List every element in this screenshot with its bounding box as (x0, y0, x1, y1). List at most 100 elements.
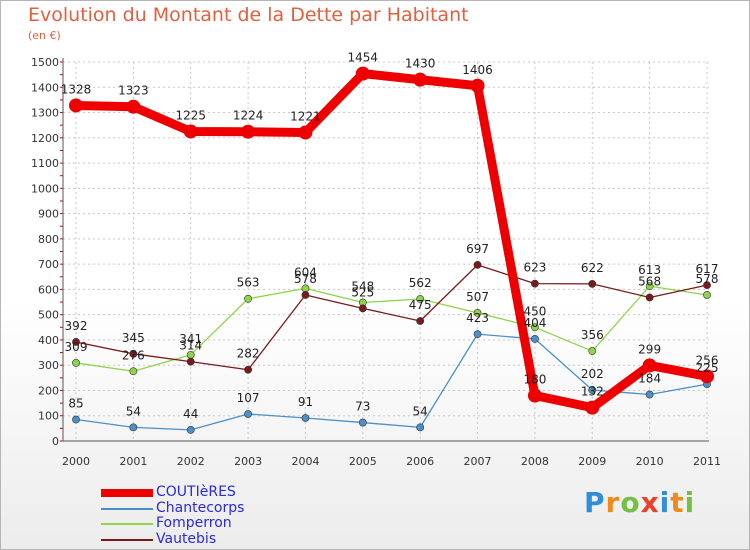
data-point (298, 125, 313, 140)
data-point (588, 386, 597, 394)
data-label: 314 (179, 339, 202, 353)
data-point (645, 282, 654, 291)
x-tick-label: 2004 (291, 455, 319, 468)
data-point (241, 124, 256, 139)
y-tick-label: 600 (38, 283, 59, 296)
legend-label: Vautebis (156, 530, 217, 547)
legend-swatch (101, 523, 153, 525)
legend-label: Chantecorps (156, 499, 245, 516)
data-label: 54 (126, 404, 141, 418)
data-point (470, 78, 485, 93)
data-point (585, 400, 600, 415)
data-point (72, 359, 80, 367)
data-label: 356 (581, 328, 604, 342)
y-tick-label: 1500 (31, 56, 59, 69)
logo-letter: o (620, 486, 641, 519)
data-point (416, 295, 425, 303)
y-tick-label: 1000 (31, 182, 59, 195)
data-label: 309 (65, 340, 88, 354)
y-tick-label: 200 (38, 384, 59, 397)
data-point (416, 317, 425, 325)
data-label: 184 (638, 372, 661, 386)
data-label: 562 (409, 276, 432, 290)
data-label: 341 (179, 332, 202, 346)
data-label: 180 (523, 373, 546, 387)
data-label: 450 (523, 304, 546, 318)
x-tick-label: 2002 (177, 455, 205, 468)
data-label: 392 (65, 319, 88, 333)
data-label: 475 (409, 298, 432, 312)
data-label: 107 (237, 391, 260, 405)
data-label: 1323 (118, 84, 149, 98)
x-tick-label: 2008 (521, 455, 549, 468)
x-tick-label: 2005 (349, 455, 377, 468)
y-tick-label: 400 (38, 334, 59, 347)
data-point (588, 279, 597, 288)
chart-subtitle: (en €) (28, 29, 61, 42)
y-tick-label: 0 (52, 435, 59, 448)
series-line (75, 264, 708, 371)
data-point (531, 323, 539, 332)
data-label: 256 (696, 353, 719, 367)
x-tick-label: 2000 (62, 455, 90, 468)
x-tick-label: 2009 (578, 455, 606, 468)
data-point (700, 369, 714, 384)
legend-swatch (101, 489, 153, 497)
data-label: 548 (351, 280, 374, 294)
data-point (473, 330, 482, 339)
proxiti-logo: Proxiti (584, 486, 695, 519)
data-label: 617 (696, 262, 719, 276)
x-tick-label: 2007 (464, 455, 492, 468)
data-point (588, 347, 597, 355)
data-label: 622 (581, 261, 604, 275)
data-label: 85 (68, 397, 83, 411)
data-label: 423 (466, 311, 489, 325)
data-label: 568 (638, 274, 661, 288)
data-point (473, 260, 482, 269)
x-tick-label: 2011 (693, 455, 721, 468)
data-label: 1224 (233, 109, 264, 123)
data-label: 1328 (61, 82, 92, 96)
legend-label: Fomperron (156, 515, 232, 531)
data-point (301, 291, 310, 299)
data-label: 1430 (405, 57, 436, 71)
legend-swatch (101, 538, 153, 541)
data-point (531, 335, 539, 343)
data-point (183, 124, 198, 139)
data-label: 44 (183, 407, 198, 421)
data-label: 525 (351, 285, 374, 299)
data-point (129, 423, 138, 432)
data-label: 507 (466, 290, 489, 304)
data-label: 578 (696, 272, 719, 286)
logo-letter: t (670, 486, 685, 519)
logo-letter: P (584, 486, 606, 519)
data-label: 697 (466, 242, 489, 256)
series-line (75, 333, 708, 431)
legend-label: COUTIèRES (156, 484, 236, 500)
data-point (129, 349, 138, 358)
y-tick-label: 300 (38, 359, 59, 372)
data-point (531, 279, 539, 288)
data-label: 1221 (290, 109, 321, 123)
data-point (645, 293, 654, 302)
data-point (413, 72, 428, 87)
data-point (186, 425, 195, 434)
data-label: 202 (581, 367, 604, 381)
data-label: 54 (413, 404, 428, 418)
data-label: 276 (122, 348, 145, 362)
y-tick-label: 900 (38, 208, 59, 221)
data-point (72, 338, 80, 346)
data-point (527, 388, 542, 403)
data-point (358, 418, 367, 427)
data-label: 282 (237, 347, 260, 361)
data-label: 404 (523, 316, 546, 330)
x-tick-label: 2010 (636, 455, 664, 468)
data-label: 604 (294, 265, 317, 279)
data-label: 345 (122, 331, 145, 345)
chart-title: Evolution du Montant de la Dette par Hab… (28, 4, 469, 26)
data-point (473, 308, 482, 317)
series-line (75, 285, 708, 372)
data-point (642, 358, 657, 373)
